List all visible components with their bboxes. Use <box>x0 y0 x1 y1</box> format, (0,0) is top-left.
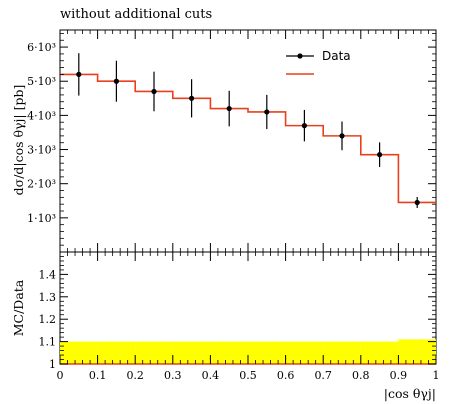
ratio-band-bin <box>173 342 211 364</box>
x-tick-label: 0.2 <box>126 369 144 382</box>
ratio-y-axis-label: MC/Data <box>11 279 26 336</box>
data-point <box>339 133 344 138</box>
x-tick-label: 0.4 <box>202 369 220 382</box>
data-points <box>76 53 420 208</box>
x-tick-label: 0.1 <box>89 369 107 382</box>
x-tick-label: 0.5 <box>239 369 257 382</box>
x-tick-label: 0.7 <box>314 369 332 382</box>
x-tick-label: 0.9 <box>390 369 408 382</box>
ratio-band-bin <box>286 342 324 364</box>
main-y-tick-label: 6·10³ <box>27 41 56 54</box>
legend: Data <box>286 49 351 74</box>
ratio-y-tick-label: 1 <box>49 358 56 371</box>
legend-data-marker <box>297 53 302 58</box>
main-y-ticks: 1·10³ 2·10³ 3·10³ 4·10³ 5·10³ 6·10³ <box>27 33 436 245</box>
main-y-tick-label: 1·10³ <box>27 212 56 225</box>
ratio-band-bin <box>323 342 361 364</box>
data-point <box>227 106 232 111</box>
ratio-y-tick-label: 1.3 <box>39 291 57 304</box>
main-y-tick-label: 3·10³ <box>27 144 56 157</box>
ratio-band-bin <box>248 342 286 364</box>
ratio-band-bin <box>60 342 98 364</box>
legend-data-label: Data <box>322 49 351 63</box>
data-point <box>415 200 420 205</box>
x-axis-label: |cos θγj| <box>384 386 436 401</box>
ratio-band-bin <box>98 342 136 364</box>
ratio-band-bin <box>398 339 436 364</box>
data-point <box>189 96 194 101</box>
main-y-axis-label: dσ/d|cos θγj| [pb] <box>11 85 26 196</box>
main-y-tick-label: 2·10³ <box>27 178 56 191</box>
x-tick-label: 0 <box>57 369 64 382</box>
x-tick-label: 0.3 <box>164 369 182 382</box>
ratio-y-tick-label: 1.4 <box>39 268 57 281</box>
data-point <box>76 72 81 77</box>
ratio-y-tick-label: 1.1 <box>39 336 57 349</box>
main-y-tick-label: 5·10³ <box>27 75 56 88</box>
data-point <box>151 89 156 94</box>
chart-title: without additional cuts <box>60 7 212 22</box>
data-point <box>377 152 382 157</box>
x-ticks: 0 0.1 0.2 0.3 0.4 0.5 0.6 0.7 0.8 0.9 1 <box>57 30 440 382</box>
x-tick-label: 1 <box>433 369 440 382</box>
ratio-y-tick-label: 1.2 <box>39 313 57 326</box>
ratio-band-bin <box>210 342 248 364</box>
data-point <box>302 123 307 128</box>
data-point <box>264 109 269 114</box>
ratio-band-bin <box>361 342 399 364</box>
main-y-tick-label: 4·10³ <box>27 109 56 122</box>
x-tick-label: 0.6 <box>277 369 295 382</box>
data-point <box>114 79 119 84</box>
x-tick-label: 0.8 <box>352 369 370 382</box>
ratio-band-bin <box>135 342 173 364</box>
